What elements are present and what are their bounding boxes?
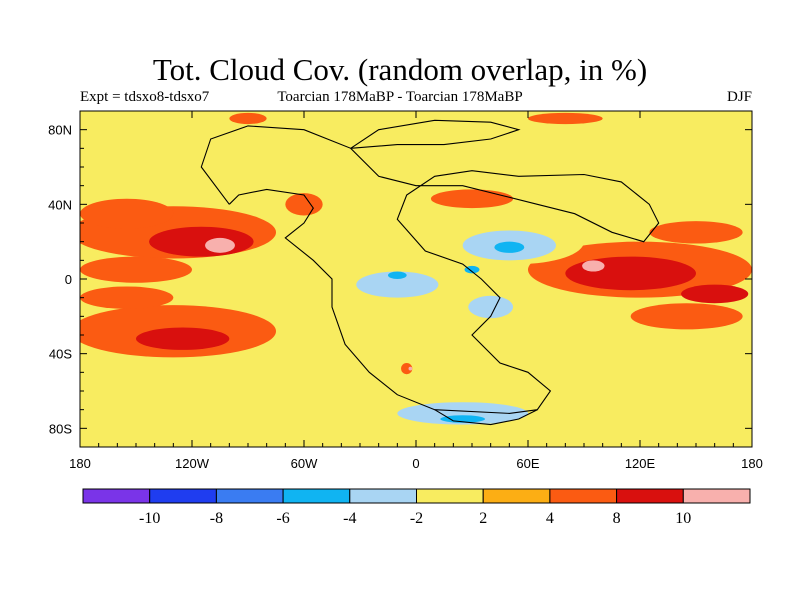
cloud-anomaly-region (285, 193, 323, 216)
cloud-anomaly-region (80, 286, 174, 309)
y-tick-label: 40S (49, 347, 72, 362)
coastline-pangaea (200, 125, 660, 414)
coastline-arctic-land (350, 119, 521, 149)
cloud-anomaly-region (582, 260, 605, 272)
colorbar: -10 -8 -6 -4 -2 2 4 8 10 (82, 488, 751, 527)
colorbar-swatch (215, 488, 284, 504)
y-tick-label: 80S (49, 421, 72, 436)
y-tick-label: 0 (65, 272, 72, 287)
colorbar-swatch (349, 488, 417, 504)
cloud-anomaly-region (229, 112, 267, 125)
x-tick-label: 60W (291, 456, 318, 471)
colorbar-label: -2 (410, 510, 423, 527)
cloud-anomaly-region (649, 221, 743, 244)
cloud-anomaly-region (401, 363, 413, 375)
colorbar-label: -10 (139, 510, 160, 527)
x-tick-label: 0 (412, 456, 419, 471)
cloud-anomaly-region (565, 256, 697, 291)
cloud-anomaly-region (494, 241, 525, 253)
y-tick-label: 80N (48, 123, 72, 138)
cloud-anomaly-region (681, 284, 749, 304)
cloud-anomaly-region (643, 196, 674, 212)
cloud-anomaly-region (205, 237, 235, 253)
season-label: DJF (726, 89, 752, 105)
period-label: Toarcian 178MaBP - Toarcian 178MaBP (277, 89, 523, 105)
cloud-anomaly-region (80, 256, 192, 283)
y-tick-label: 40N (48, 197, 72, 212)
cloud-anomaly-region (430, 189, 514, 209)
colorbar-label: -4 (343, 510, 356, 527)
x-tick-label: 180 (69, 456, 91, 471)
colorbar-label: -8 (210, 510, 223, 527)
cloud-anomaly-region (356, 271, 439, 298)
colorbar-swatch (149, 488, 217, 504)
cloud-anomaly-region (440, 415, 486, 423)
cloud-anomaly-region (149, 226, 254, 257)
colorbar-swatch (416, 488, 484, 504)
cloud-anomaly-region (468, 295, 514, 319)
cloud-anomaly-region (80, 198, 174, 229)
cloud-anomaly-region (287, 142, 303, 154)
colorbar-swatch (682, 488, 751, 504)
x-tick-label: 180 (741, 456, 763, 471)
cloud-anomaly-region (408, 366, 413, 371)
coastline-antarctic-margin (434, 409, 538, 426)
contour-fill-layer (80, 112, 752, 431)
colorbar-swatch (82, 488, 151, 504)
x-tick-label: 120W (175, 456, 210, 471)
colorbar-swatch (616, 488, 684, 504)
colorbar-swatch (482, 488, 551, 504)
experiment-label: Expt = tdsxo8-tdsxo7 (80, 89, 210, 105)
chart-title: Tot. Cloud Cov. (random overlap, in %) (152, 52, 648, 87)
colorbar-label: 8 (613, 510, 621, 527)
colorbar-swatch (282, 488, 351, 504)
x-tick-label: 60E (516, 456, 539, 471)
colorbar-label: 10 (675, 510, 691, 527)
x-tick-label: 120E (625, 456, 656, 471)
colorbar-swatch (549, 488, 618, 504)
cloud-anomaly-region (528, 112, 603, 125)
cloud-anomaly-region (630, 303, 743, 330)
cloud-anomaly-region (464, 265, 480, 274)
colorbar-label: -6 (276, 510, 289, 527)
colorbar-label: 4 (546, 510, 554, 527)
cloud-anomaly-region (388, 271, 407, 279)
cloud-anomaly-region (136, 327, 230, 350)
tick-layer (79, 111, 753, 447)
coastline-layer (200, 119, 660, 426)
colorbar-label: 2 (479, 510, 487, 527)
